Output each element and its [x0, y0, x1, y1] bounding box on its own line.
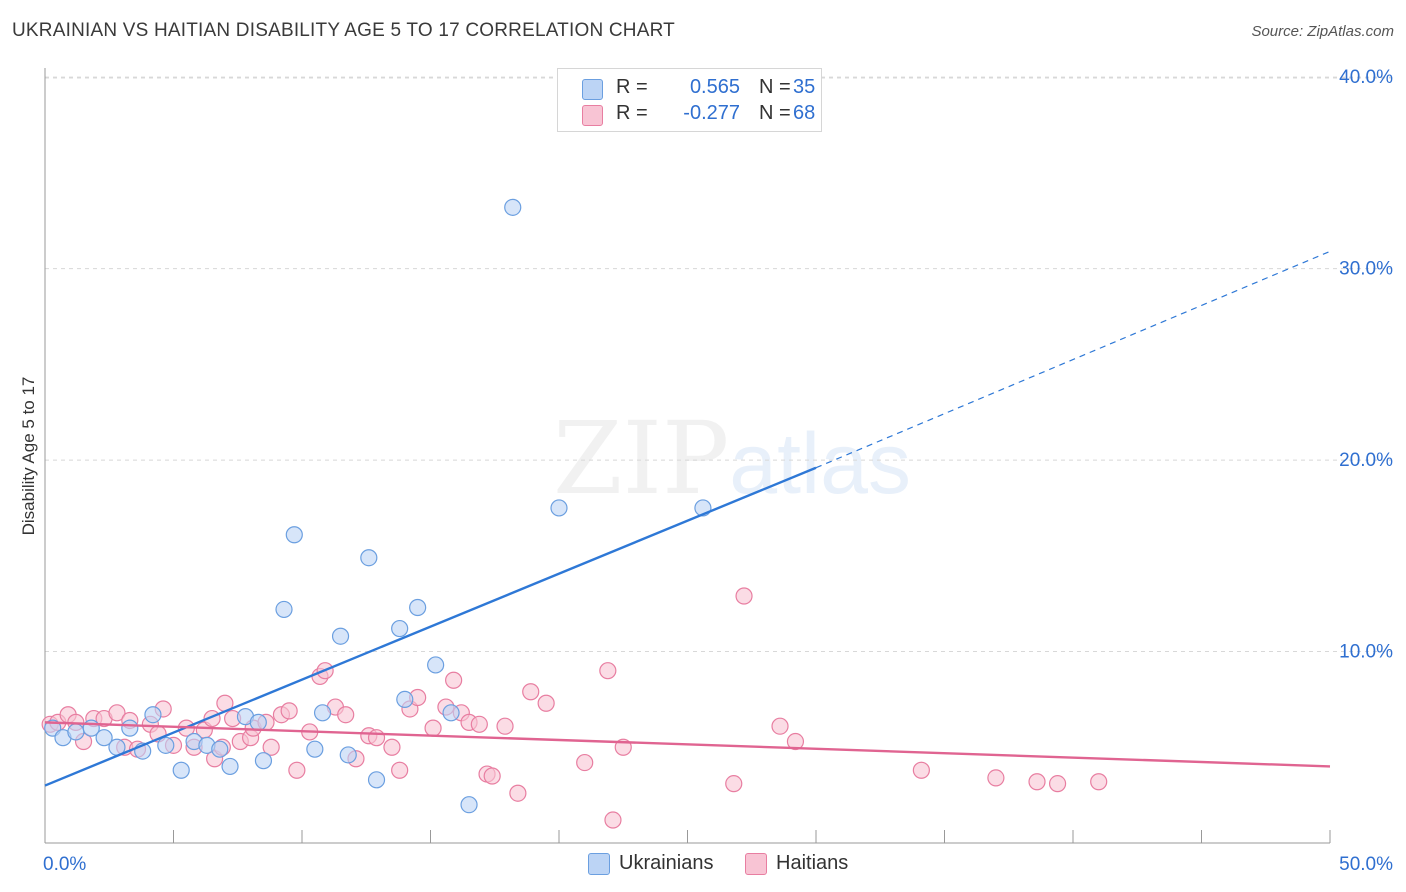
ukrainian-point: [360, 549, 378, 567]
haitian-point: [280, 702, 298, 720]
ukrainian-point: [221, 757, 239, 776]
ukrainian-point: [409, 598, 427, 617]
ukrainian-point: [211, 740, 229, 758]
ukrainian-point: [442, 704, 460, 722]
correlation-legend: R = 0.565 N = 35 R = -0.277 N = 68: [557, 68, 822, 132]
ukrainian-point: [275, 600, 293, 619]
ukrainian-trend-extension: [815, 250, 1331, 469]
ukrainian-point: [550, 499, 568, 517]
haitian-point: [391, 761, 409, 779]
series-swatch-haitians: [745, 853, 767, 875]
ukrainian-point: [172, 761, 190, 779]
haitian-point: [604, 811, 622, 829]
ukrainian-point: [504, 198, 522, 216]
haitian-point: [445, 671, 463, 689]
haitian-point: [288, 761, 306, 779]
legend-r-value: 0.565: [689, 76, 740, 98]
haitian-point: [496, 717, 514, 735]
ukrainian-point: [144, 706, 162, 724]
haitian-point: [509, 784, 527, 802]
series-label-haitians: Haitians: [776, 852, 849, 874]
y-axis-title: Disability Age 5 to 17: [19, 377, 38, 536]
haitian-point: [522, 683, 540, 701]
ukrainian-point: [460, 796, 478, 814]
series-label-ukrainians: Ukrainians: [619, 852, 714, 874]
watermark-atlas: atlas: [729, 416, 911, 512]
legend-swatch-haitians: [582, 105, 603, 126]
y-tick-label: 20.0%: [1339, 450, 1393, 471]
y-tick-label: 40.0%: [1339, 67, 1393, 88]
haitian-point: [786, 732, 805, 751]
ukrainian-point: [331, 627, 350, 645]
ukrainian-point: [306, 740, 324, 758]
series-swatch-ukrainians: [588, 853, 610, 875]
haitian-point: [367, 729, 386, 747]
ukrainian-point: [95, 729, 113, 747]
ukrainian-point: [339, 746, 357, 764]
haitian-point: [771, 717, 789, 735]
haitian-point: [576, 753, 594, 772]
chart-title: UKRAINIAN VS HAITIAN DISABILITY AGE 5 TO…: [12, 20, 675, 41]
x-tick-label: 0.0%: [43, 854, 86, 875]
ukrainian-point: [313, 704, 332, 722]
haitian-point: [1048, 775, 1067, 793]
ukrainian-point: [391, 619, 409, 638]
haitian-point: [483, 767, 501, 785]
legend-n-label: N =: [759, 102, 791, 124]
haitian-point: [108, 704, 126, 722]
source-label: Source: ZipAtlas.com: [1251, 23, 1394, 40]
haitian-point: [1028, 773, 1046, 791]
haitian-point: [537, 694, 555, 712]
ukrainian-point: [121, 719, 139, 737]
ukrainian-point: [285, 526, 303, 544]
ukrainian-point: [367, 771, 386, 789]
haitian-point: [1090, 773, 1108, 791]
haitian-point: [735, 587, 753, 605]
haitian-point: [424, 719, 442, 737]
legend-r-label: R =: [616, 102, 648, 124]
haitian-trend-line: [44, 721, 1331, 768]
haitian-point: [470, 715, 488, 733]
legend-n-label: N =: [759, 76, 791, 98]
legend-n-value: 68: [793, 102, 816, 124]
legend-r-label: R =: [616, 76, 648, 98]
x-tick-label: 50.0%: [1339, 854, 1393, 875]
haitian-point: [262, 738, 280, 756]
haitian-point: [599, 662, 617, 680]
ukrainian-point: [67, 723, 85, 741]
haitian-point: [383, 738, 401, 756]
legend-n-value: 35: [793, 76, 816, 98]
haitian-point: [912, 761, 930, 779]
y-tick-label: 30.0%: [1339, 259, 1393, 280]
ukrainian-point: [249, 713, 267, 731]
haitian-point: [987, 769, 1005, 787]
ukrainian-point: [396, 690, 414, 709]
legend-swatch-ukrainians: [582, 79, 603, 100]
legend-r-value: -0.277: [683, 102, 740, 124]
ukrainian-point: [157, 736, 175, 754]
watermark: ZIPatlas: [553, 400, 911, 517]
ukrainian-trend-line: [44, 466, 817, 787]
y-tick-label: 10.0%: [1339, 642, 1393, 663]
haitian-point: [725, 775, 743, 793]
watermark-zip: ZIP: [553, 400, 730, 517]
ukrainian-point: [427, 656, 445, 674]
ukrainian-point: [254, 752, 273, 770]
haitian-point: [337, 706, 355, 724]
